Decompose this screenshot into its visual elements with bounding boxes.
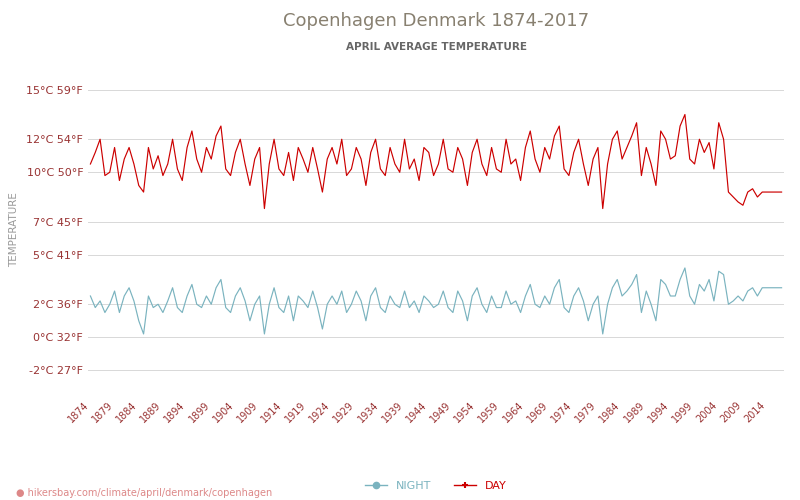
Y-axis label: TEMPERATURE: TEMPERATURE	[10, 192, 19, 268]
Title: Copenhagen Denmark 1874-2017: Copenhagen Denmark 1874-2017	[283, 12, 589, 30]
Text: APRIL AVERAGE TEMPERATURE: APRIL AVERAGE TEMPERATURE	[346, 42, 526, 52]
Text: ● hikersbay.com/climate/april/denmark/copenhagen: ● hikersbay.com/climate/april/denmark/co…	[16, 488, 272, 498]
Legend: NIGHT, DAY: NIGHT, DAY	[361, 476, 511, 495]
